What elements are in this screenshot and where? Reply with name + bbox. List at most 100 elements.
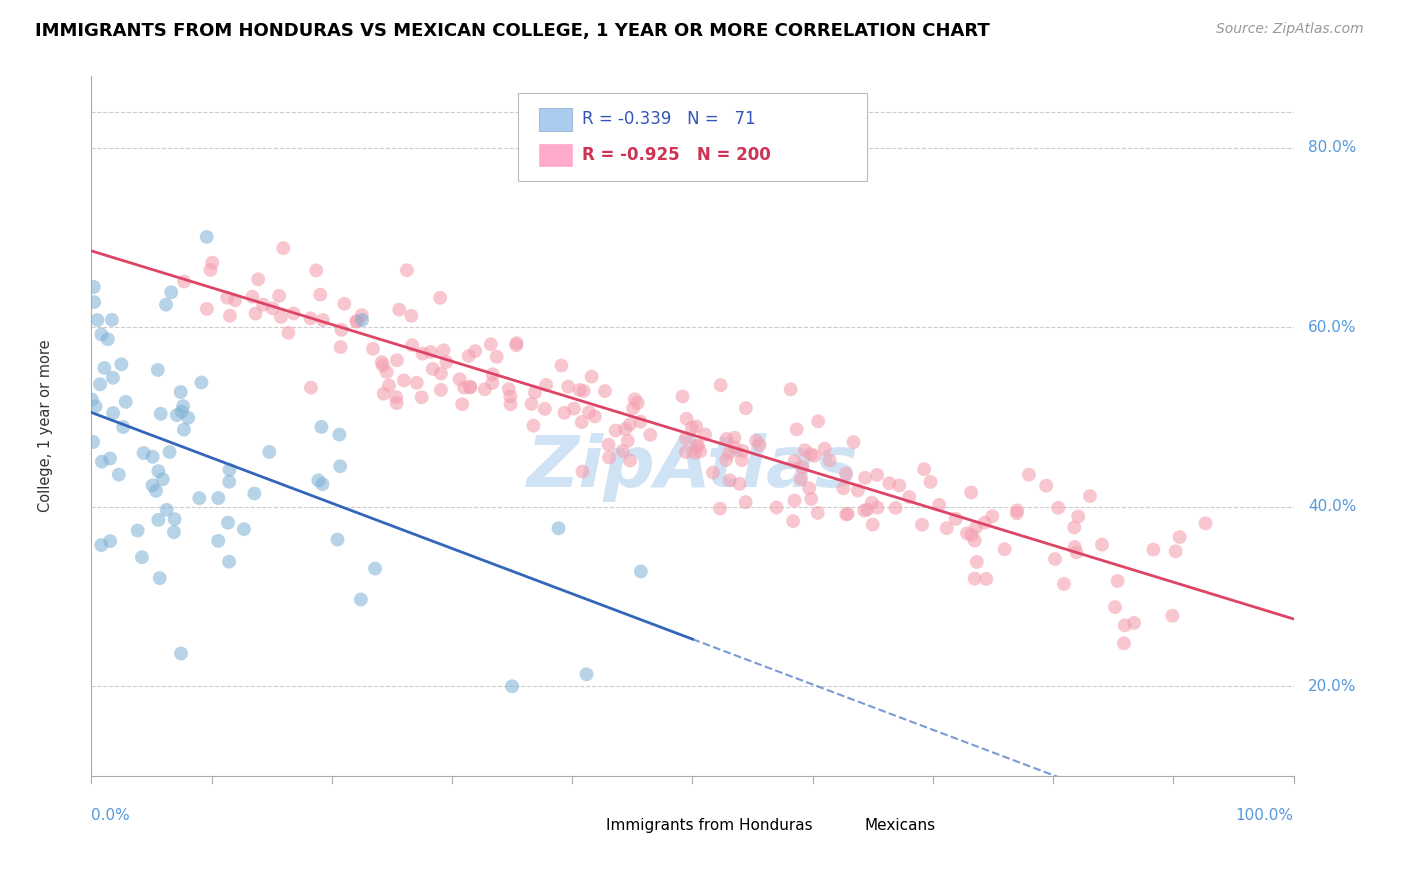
- Point: [686, 439, 709, 453]
- Point: [862, 517, 884, 532]
- Point: [842, 435, 865, 450]
- FancyBboxPatch shape: [519, 94, 866, 181]
- Point: [163, 525, 186, 540]
- Point: [966, 555, 988, 569]
- Point: [630, 415, 652, 429]
- Point: [1168, 530, 1191, 544]
- Point: [401, 309, 423, 323]
- Text: ZipAtlas: ZipAtlas: [527, 434, 858, 502]
- Point: [748, 438, 770, 452]
- Point: [1066, 545, 1088, 559]
- Point: [163, 512, 186, 526]
- Point: [84, 400, 107, 414]
- Point: [89, 377, 111, 392]
- Point: [675, 431, 697, 445]
- Point: [449, 372, 471, 386]
- Point: [371, 359, 394, 373]
- Point: [97, 332, 120, 346]
- FancyBboxPatch shape: [831, 816, 858, 833]
- Point: [1142, 542, 1164, 557]
- Point: [818, 453, 841, 467]
- Point: [259, 445, 281, 459]
- Point: [330, 323, 353, 337]
- Point: [675, 445, 697, 459]
- Point: [245, 307, 267, 321]
- Point: [364, 561, 387, 575]
- Point: [956, 526, 979, 541]
- Point: [499, 397, 522, 411]
- Point: [481, 376, 503, 390]
- Point: [1043, 552, 1066, 566]
- Point: [974, 572, 997, 586]
- FancyBboxPatch shape: [572, 816, 599, 833]
- Point: [534, 378, 557, 392]
- Point: [837, 507, 859, 521]
- Point: [481, 368, 503, 382]
- Point: [170, 385, 193, 400]
- Point: [568, 383, 591, 397]
- Point: [605, 424, 627, 438]
- Point: [534, 401, 557, 416]
- Point: [98, 534, 121, 549]
- Point: [765, 500, 787, 515]
- Point: [82, 434, 104, 449]
- Point: [188, 491, 211, 505]
- Point: [385, 353, 408, 368]
- Point: [422, 362, 444, 376]
- Text: 40.0%: 40.0%: [1308, 500, 1357, 514]
- Point: [928, 498, 950, 512]
- Point: [385, 390, 408, 404]
- Point: [145, 483, 167, 498]
- Point: [935, 521, 957, 535]
- Point: [190, 376, 212, 390]
- Point: [148, 464, 170, 478]
- Point: [419, 345, 441, 359]
- Point: [262, 301, 284, 316]
- Point: [149, 571, 172, 585]
- Point: [853, 471, 876, 485]
- Point: [745, 434, 768, 448]
- Point: [723, 431, 745, 445]
- Point: [371, 355, 394, 369]
- Point: [786, 422, 808, 436]
- Point: [557, 379, 579, 393]
- Point: [709, 501, 731, 516]
- Point: [201, 255, 224, 269]
- Point: [112, 420, 135, 434]
- Point: [131, 550, 153, 565]
- Point: [593, 384, 616, 398]
- Point: [173, 275, 195, 289]
- Point: [411, 390, 433, 404]
- Point: [960, 485, 983, 500]
- Point: [581, 369, 603, 384]
- Point: [195, 230, 218, 244]
- Text: 100.0%: 100.0%: [1236, 807, 1294, 822]
- Point: [790, 472, 813, 486]
- Point: [501, 679, 523, 693]
- Point: [271, 241, 294, 255]
- Point: [149, 407, 172, 421]
- Point: [132, 446, 155, 460]
- Point: [114, 395, 136, 409]
- Point: [571, 415, 593, 429]
- Point: [877, 476, 900, 491]
- Point: [299, 381, 322, 395]
- Point: [1067, 509, 1090, 524]
- Point: [148, 513, 170, 527]
- Point: [242, 290, 264, 304]
- Point: [627, 396, 650, 410]
- Point: [464, 344, 486, 359]
- Point: [91, 455, 114, 469]
- Point: [329, 340, 352, 354]
- Point: [378, 378, 401, 392]
- Point: [856, 502, 879, 516]
- Point: [80, 392, 103, 407]
- Point: [388, 302, 411, 317]
- Point: [612, 443, 634, 458]
- Point: [90, 538, 112, 552]
- Point: [110, 357, 132, 371]
- Point: [866, 467, 889, 482]
- Text: R = -0.339   N =   71: R = -0.339 N = 71: [582, 111, 755, 128]
- Point: [83, 295, 105, 310]
- Text: College, 1 year or more: College, 1 year or more: [38, 340, 53, 512]
